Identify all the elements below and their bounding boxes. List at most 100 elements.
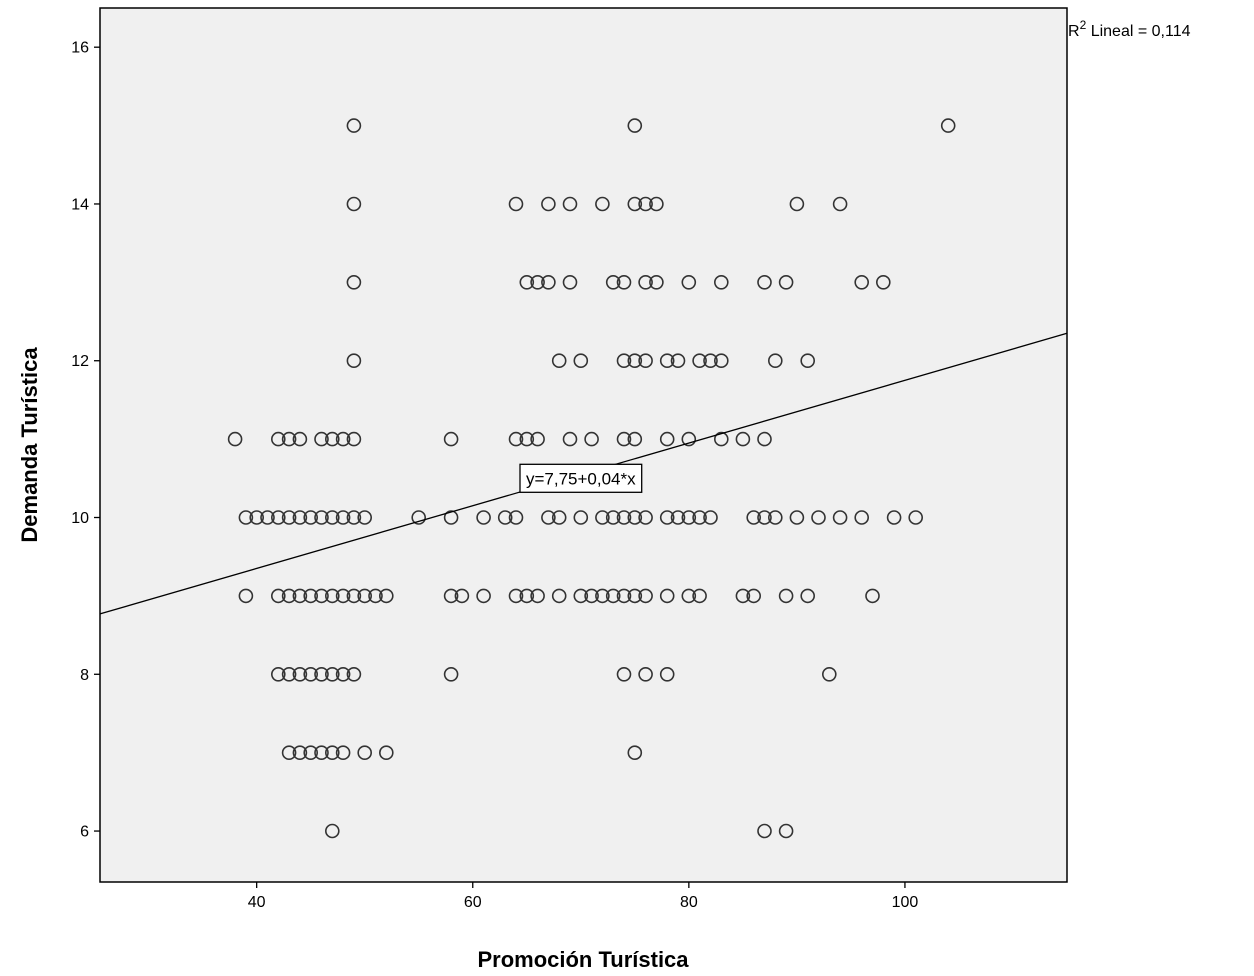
scatter-point — [314, 666, 329, 682]
scatter-point — [476, 510, 491, 525]
scatter-point — [659, 431, 675, 447]
scatter-point — [940, 118, 956, 133]
scatter-point — [627, 431, 643, 447]
scatter-point — [875, 274, 891, 290]
scatter-point — [908, 510, 924, 525]
scatter-point — [638, 196, 653, 212]
r2-superscript: 2 — [1080, 18, 1087, 32]
scatter-point — [346, 666, 362, 682]
scatter-point — [681, 510, 697, 525]
scatter-point — [865, 588, 880, 604]
scatter-point — [767, 353, 783, 369]
scatter-point — [508, 431, 524, 447]
scatter-point — [616, 666, 632, 682]
scatter-point — [778, 823, 794, 839]
scatter-point — [324, 666, 340, 682]
scatter-point — [638, 274, 653, 290]
scatter-point — [530, 588, 545, 604]
scatter-point — [627, 588, 643, 604]
scatter-point — [411, 510, 427, 525]
scatter-point — [270, 431, 286, 447]
scatter-point — [303, 588, 319, 604]
scatter-point — [476, 588, 491, 604]
scatter-point — [530, 274, 545, 290]
scatter-point — [314, 510, 329, 525]
scatter-point — [562, 196, 578, 212]
scatter-point — [378, 745, 394, 761]
scatter-point — [659, 666, 675, 682]
scatter-point — [443, 431, 459, 447]
y-tick-label: 14 — [71, 196, 89, 213]
scatter-point — [292, 745, 308, 761]
scatter-point — [789, 196, 805, 212]
scatter-point — [335, 431, 351, 447]
scatter-point — [692, 353, 707, 369]
scatter-point — [314, 745, 329, 761]
scatter-point — [541, 196, 556, 212]
scatter-point — [281, 510, 297, 525]
scatter-point — [681, 588, 697, 604]
r2-suffix: Lineal = 0,114 — [1086, 23, 1190, 40]
scatter-point — [713, 353, 729, 369]
scatter-point — [378, 588, 394, 604]
scatter-point — [616, 353, 632, 369]
scatter-point — [270, 588, 286, 604]
scatter-point — [454, 588, 470, 604]
y-tick-label: 10 — [71, 510, 89, 527]
scatter-point — [260, 510, 275, 525]
scatter-point — [281, 745, 297, 761]
scatter-point — [573, 510, 589, 525]
scatter-point — [670, 353, 686, 369]
scatter-point — [746, 510, 762, 525]
scatter-point — [573, 588, 589, 604]
scatter-point — [292, 510, 308, 525]
x-tick-label: 100 — [892, 894, 919, 911]
y-tick-label: 12 — [71, 353, 89, 370]
scatter-point — [800, 588, 816, 604]
equation-label: y=7,75+0,04*x — [526, 469, 636, 488]
scatter-point — [692, 510, 707, 525]
scatter-point — [832, 510, 848, 525]
scatter-point — [692, 588, 707, 604]
scatter-point — [346, 196, 362, 212]
scatter-point — [281, 431, 297, 447]
scatter-point — [649, 274, 664, 290]
scatter-point — [346, 588, 362, 604]
scatter-point — [519, 431, 535, 447]
scatter-point — [778, 274, 794, 290]
y-tick-label: 16 — [71, 40, 89, 57]
scatter-point — [443, 510, 459, 525]
scatter-point — [713, 431, 729, 447]
scatter-point — [595, 588, 610, 604]
scatter-point — [670, 510, 686, 525]
scatter-point — [757, 274, 772, 290]
scatter-point — [303, 745, 319, 761]
scatter-point — [249, 510, 265, 525]
scatter-point — [854, 510, 870, 525]
r2-prefix: R — [1068, 23, 1080, 40]
scatter-point — [281, 666, 297, 682]
scatter-point — [659, 588, 675, 604]
scatter-point — [757, 823, 772, 839]
scatter-point — [335, 666, 351, 682]
scatter-point — [346, 118, 362, 133]
scatter-point — [357, 588, 373, 604]
scatter-point — [616, 510, 632, 525]
scatter-point — [778, 588, 794, 604]
scatter-point — [335, 745, 351, 761]
scatter-point — [562, 274, 578, 290]
scatter-point — [789, 510, 805, 525]
scatter-point — [551, 588, 567, 604]
x-tick-label: 80 — [680, 894, 698, 911]
scatter-point — [324, 431, 340, 447]
scatter-point — [368, 588, 383, 604]
scatter-point — [659, 353, 675, 369]
scatter-point — [616, 274, 632, 290]
scatter-point — [584, 431, 599, 447]
scatter-point — [638, 588, 653, 604]
x-tick-label: 40 — [248, 894, 266, 911]
scatter-point — [584, 588, 599, 604]
scatter-point — [746, 588, 762, 604]
scatter-point — [346, 274, 362, 290]
